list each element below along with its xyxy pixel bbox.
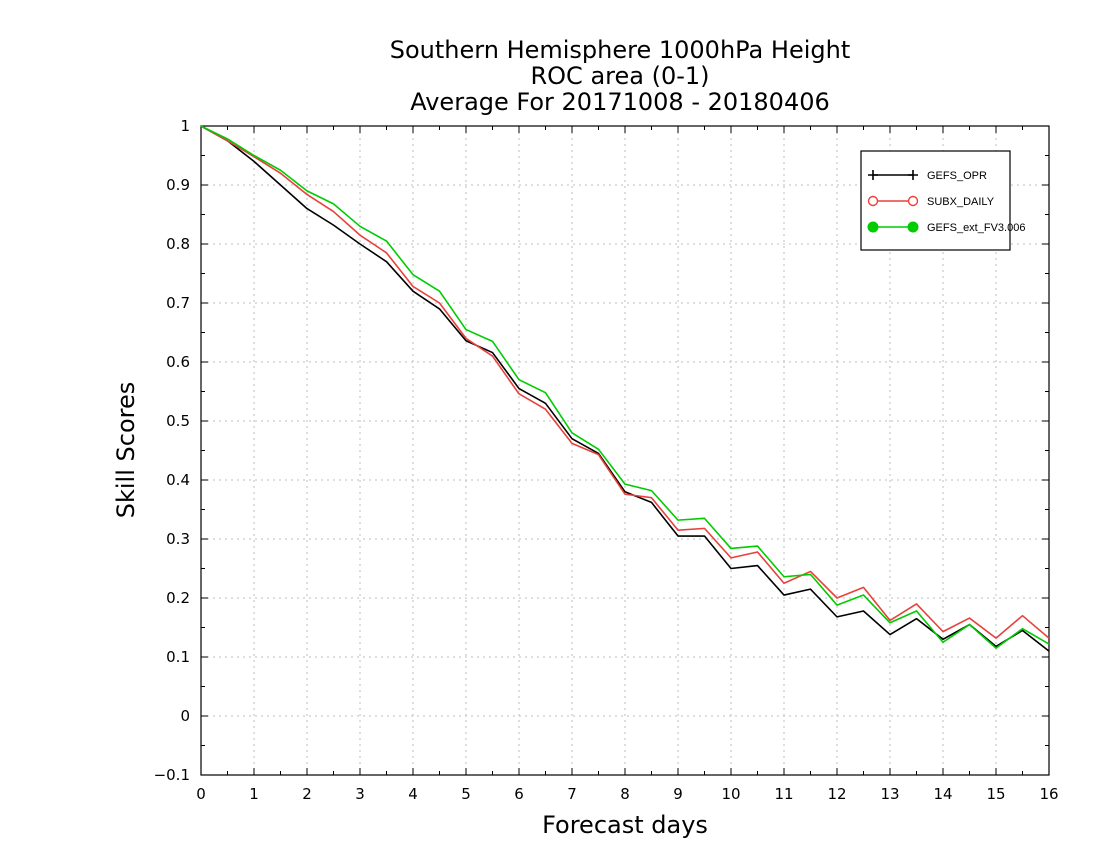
series-line-GEFS_OPR <box>200 125 1050 652</box>
legend-label: GEFS_ext_FV3.006 <box>927 222 1025 234</box>
x-tick-label: 8 <box>620 785 630 803</box>
y-tick-label: 0.2 <box>166 589 190 607</box>
y-tick-label: 0.6 <box>166 353 190 371</box>
legend-marker-open-circle <box>867 195 879 207</box>
x-tick-label: 10 <box>721 785 740 803</box>
legend-marker-filled-circle <box>907 221 919 233</box>
x-tick-label: 16 <box>1039 785 1058 803</box>
legend-marker-plus <box>868 170 878 180</box>
x-tick-label: 15 <box>986 785 1005 803</box>
y-tick-label: −0.1 <box>154 766 190 784</box>
y-tick-label: 0.5 <box>166 412 190 430</box>
x-tick-label: 4 <box>408 785 418 803</box>
y-tick-label: 0 <box>180 707 190 725</box>
legend-marker-plus <box>908 170 918 180</box>
legend: GEFS_OPR SUBX_DAILY GEFS_ext_FV3.006 <box>860 150 1025 251</box>
title-line-1: Southern Hemisphere 1000hPa Height <box>390 36 850 64</box>
y-tick-label: 0.7 <box>166 294 190 312</box>
title-line-2: ROC area (0-1) <box>530 62 709 90</box>
y-axis-ticks: −0.1 0 0.1 0.2 0.3 0.4 0.5 0.6 0.7 0.8 0.9 1 <box>154 117 1049 784</box>
x-tick-label: 1 <box>249 785 259 803</box>
y-tick-label: 0.8 <box>166 235 190 253</box>
x-axis-ticks: 0 1 2 3 4 5 6 7 8 9 10 11 12 13 14 15 16 <box>196 126 1059 803</box>
x-axis-title: Forecast days <box>542 811 708 839</box>
x-tick-label: 3 <box>355 785 365 803</box>
y-axis-title: Skill Scores <box>112 382 140 519</box>
x-tick-label: 13 <box>880 785 899 803</box>
x-tick-label: 6 <box>514 785 524 803</box>
y-tick-label: 1 <box>180 117 190 135</box>
legend-marker-filled-circle <box>867 221 879 233</box>
legend-label: SUBX_DAILY <box>927 196 995 208</box>
legend-label: GEFS_OPR <box>927 170 987 182</box>
series-layer <box>200 125 1050 652</box>
x-tick-label: 9 <box>673 785 683 803</box>
y-tick-label: 0.9 <box>166 176 190 194</box>
legend-item: SUBX_DAILY <box>867 195 995 208</box>
x-tick-label: 12 <box>827 785 846 803</box>
title-line-3: Average For 20171008 - 20180406 <box>410 88 830 116</box>
x-tick-label: 14 <box>933 785 952 803</box>
series-line-GEFS_ext_FV3.006 <box>200 125 1050 649</box>
y-tick-label: 0.3 <box>166 530 190 548</box>
x-tick-label: 2 <box>302 785 312 803</box>
series-line-SUBX_DAILY <box>200 125 1050 639</box>
x-tick-label: 5 <box>461 785 471 803</box>
x-tick-label: 0 <box>196 785 206 803</box>
legend-marker-open-circle <box>907 195 919 207</box>
grid <box>201 126 1049 775</box>
legend-item: GEFS_ext_FV3.006 <box>867 221 1025 234</box>
y-tick-label: 0.4 <box>166 471 190 489</box>
y-tick-label: 0.1 <box>166 648 190 666</box>
legend-item: GEFS_OPR <box>868 170 987 182</box>
x-tick-label: 7 <box>567 785 577 803</box>
x-tick-label: 11 <box>774 785 793 803</box>
